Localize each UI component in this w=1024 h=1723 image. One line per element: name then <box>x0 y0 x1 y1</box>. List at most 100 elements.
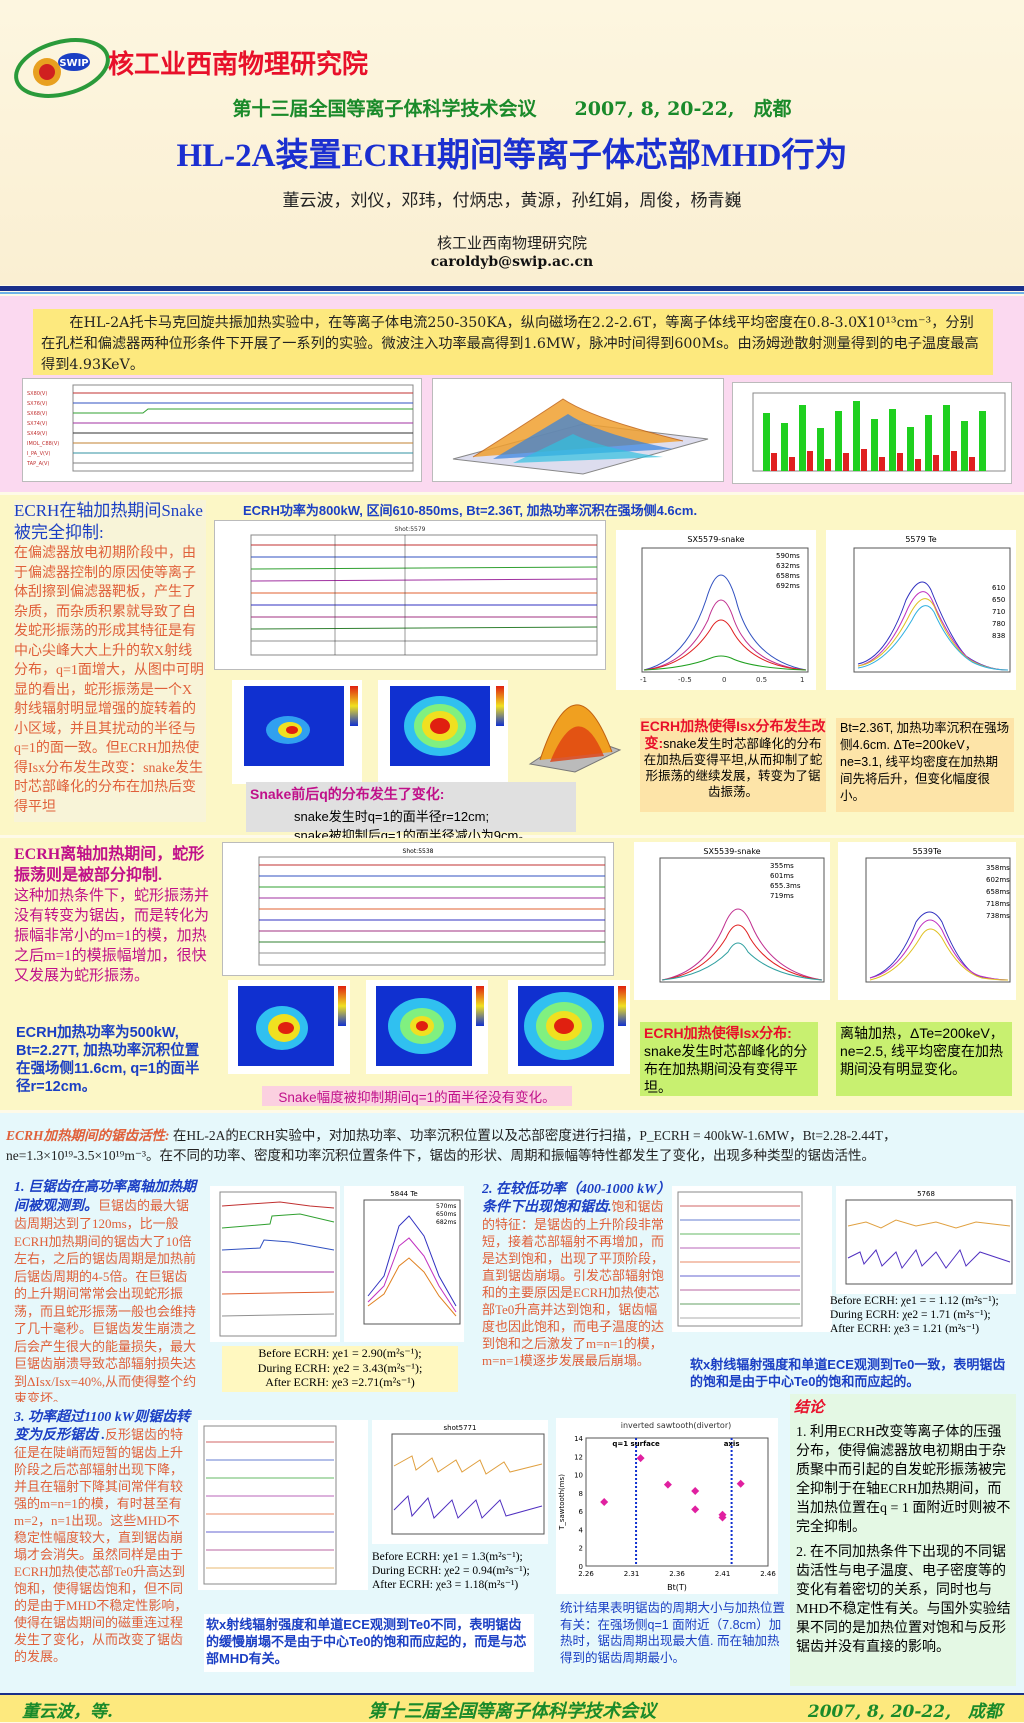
bt-params-box: Bt=2.36T, 加热功率沉积在强场侧4.6cm. ΔTe=200keV，ne… <box>836 718 1014 812</box>
off-axis-title: ECRH离轴加热期间，蛇形振荡则是被部分抑制. <box>14 846 205 884</box>
sx5539-profile-plot: SX5539-snake 355ms 601ms 655.3ms 719ms <box>634 842 830 1000</box>
sx-contour-before <box>232 680 362 784</box>
y-tick-label: 10 <box>574 1472 583 1480</box>
footer-date: 2007, 8, 20-22, 成都 <box>807 1702 1002 1722</box>
saturated-traces <box>672 1186 832 1332</box>
chi-during: During ECRH: χe2 = 3.43(m²s⁻¹); <box>257 1360 423 1375</box>
svg-text:SX68(V): SX68(V) <box>27 411 47 417</box>
svg-text:SX80(V): SX80(V) <box>27 391 47 397</box>
y-axis-label: T_sawtooth(ms) <box>558 1474 566 1531</box>
conference-line: 第十三届全国等离子体科学技术会议 2007, 8, 20-22, 成都 <box>232 98 792 120</box>
inverted-sawtooth-scatter: inverted sawtooth(divertor) 0 2 4 6 8 10 12 14 … <box>556 1418 778 1594</box>
annotation-label: q=1 surface <box>612 1440 660 1448</box>
svg-text:0: 0 <box>722 676 726 684</box>
signal-traces-panel: SX80(V) SX76(V) SX68(V) SX74(V) SX49(V) IMOL… <box>22 378 422 482</box>
sx5579-plot-title: SX5579-snake <box>687 535 744 544</box>
chi-before: Before ECRH: χe1 = = 1.12 (m²s⁻¹); <box>830 1295 999 1307</box>
sawtooth-intro-title: ECRH加热期间的锯齿活性: <box>6 1128 170 1143</box>
shot5538-traces: Shot:5538 <box>222 842 614 976</box>
data-point <box>691 1487 700 1496</box>
saturated-ece-plot: 5768 <box>836 1186 1016 1294</box>
y-tick-label: 14 <box>574 1435 583 1443</box>
shot5579-traces: Shot:5579 <box>214 520 606 670</box>
svg-text:SX49(V): SX49(V) <box>27 431 47 437</box>
swip-logo: SWIP <box>14 38 110 98</box>
off-axis-body: 这种加热条件下，蛇形振荡并没有转变为锯齿，而是转化为振幅非常小的m=1的模，加热… <box>14 888 210 984</box>
chi-before: Before ECRH: χe1 = 1.3(m²s⁻¹); <box>372 1551 523 1563</box>
legend-item: 355ms <box>770 862 794 870</box>
legend-item: 682ms <box>436 1219 456 1226</box>
shot5538-title: Shot:5538 <box>403 848 434 855</box>
chi-during: During ECRH: χe2 = 0.94(m²s⁻¹); <box>372 1565 530 1577</box>
te5579-plot-title: 5579 Te <box>905 535 936 544</box>
conclusion-2: 2. 在不同加热条件下出现的不同锯齿活性与电子温度、电子密度等的变化有着密切的关… <box>796 1545 1011 1655</box>
x-tick-label: 2.41 <box>715 1570 731 1578</box>
inverted-chi-box: Before ECRH: χe1 = 1.3(m²s⁻¹); During EC… <box>372 1550 548 1594</box>
scatter-caption: 统计结果表明锯齿的周期大小与加热位置有关：在强场侧q=1 面附近（7.8cm）加… <box>560 1601 786 1665</box>
on-axis-title: ECRH在轴加热期间Snake被完全抑制: <box>14 501 203 542</box>
data-point <box>736 1479 745 1488</box>
svg-text:SX76(V): SX76(V) <box>27 401 47 407</box>
conclusion-box: 结论 1. 利用ECRH改变等离子体的压强分布，使得偏滤器放电初期由于杂质聚中而… <box>790 1394 1016 1686</box>
sx-contour-off-2 <box>366 980 488 1074</box>
te5579-profile-plot: 5579 Te 610 650 710 780 838 <box>826 530 1016 690</box>
svg-text:-1: -1 <box>640 676 647 684</box>
svg-text:SX74(V): SX74(V) <box>27 421 47 427</box>
x-tick-label: 2.46 <box>760 1570 776 1578</box>
sawtooth-intro: ECRH加热期间的锯齿活性: 在HL-2A的ECRH实验中，对加热功率、功率沉积… <box>6 1126 1018 1166</box>
conclusion-1: 1. 利用ECRH改变等离子体的压强分布，使得偏滤器放电初期由于杂质聚中而引起的… <box>796 1425 1011 1535</box>
data-point <box>718 1513 727 1522</box>
legend-item: 570ms <box>436 1203 456 1210</box>
annotation-label: axis <box>724 1440 740 1448</box>
y-tick-label: 4 <box>579 1526 584 1534</box>
off-axis-banner: Snake幅度被抑制期间q=1的面半径没有变化。 <box>262 1086 572 1106</box>
giant-sawtooth-text: 1. 巨锯齿在高功率离轴加热期间被观测到。巨锯齿的最大锯齿周期达到了120ms，… <box>14 1178 200 1402</box>
legend-item: 601ms <box>770 872 794 880</box>
chi-before: Before ECRH: χe1 = 2.90(m²s⁻¹); <box>258 1346 422 1360</box>
legend-item: 358ms <box>986 864 1010 872</box>
abstract: 在HL-2A托卡马克回旋共振加热实验中，在等离子体电流250-350KA，纵向磁… <box>33 309 993 375</box>
legend-item: 632ms <box>776 562 800 570</box>
legend-item: 658ms <box>776 572 800 580</box>
data-point <box>636 1454 645 1463</box>
inverted-sawtooth-body: 反形锯齿的特征是在陡峭而短暂的锯齿上升阶段之后芯部辐射出现下降，并且在辐射下降其… <box>14 1427 188 1664</box>
legend-item: 710 <box>992 608 1005 616</box>
svg-text:0.5: 0.5 <box>756 676 767 684</box>
on-axis-banner: ECRH功率为800kW, 区间610-850ms, Bt=2.36T, 加热功… <box>243 503 698 518</box>
svg-text:-0.5: -0.5 <box>678 676 692 684</box>
legend-item: 655.3ms <box>770 882 801 890</box>
chart-title: inverted sawtooth(divertor) <box>621 1421 731 1430</box>
te5844-title: 5844 Te <box>390 1190 417 1198</box>
sx-contour-off-1 <box>228 980 350 1074</box>
saturated-caption: 软x射线辐射强度和单道ECE观测到Te0一致，表明锯齿的饱和是由于中心Te0的饱… <box>690 1357 1006 1389</box>
logo-text: SWIP <box>59 58 88 69</box>
shot5579-title: Shot:5579 <box>395 526 426 533</box>
email: caroldyb@swip.ac.cn <box>430 254 594 270</box>
institute-name: 核工业西南物理研究院 <box>108 50 369 80</box>
chi-after: After ECRH: χe3 = 1.21 (m²s⁻¹) <box>830 1323 980 1335</box>
footer-conference: 第十三届全国等离子体科学技术会议 <box>368 1701 656 1722</box>
affiliation: 核工业西南物理研究院 <box>436 234 587 252</box>
conclusion-title: 结论 <box>794 1400 825 1416</box>
y-tick-label: 0 <box>579 1563 583 1571</box>
snake-q-title: Snake前后q的分布发生了变化: <box>250 786 445 802</box>
te5539-plot-title: 5539Te <box>913 847 942 856</box>
footer-author: 董云波，等. <box>22 1702 113 1722</box>
sx5579-profile-plot: SX5579-snake 590ms 632ms 658ms 692ms -1 -… <box>616 530 816 690</box>
sx-contour-after <box>378 680 508 784</box>
saturated-sawtooth-body: 饱和锯齿的特征：是锯齿的上升阶段非常短，接着芯部辐射不再增加，而是达到饱和，出现… <box>482 1199 665 1368</box>
te5539-profile-plot: 5539Te 358ms 602ms 658ms 718ms 738ms <box>838 842 1016 1000</box>
x-tick-label: 2.26 <box>578 1570 594 1578</box>
giant-sawtooth-title: 1. 巨锯齿在高功率离轴加热期间被观测到。 <box>14 1180 196 1214</box>
off-axis-params-box: 离轴加热，ΔTe=200keV，ne=2.5, 线平均密度在加热期间没有明显变化… <box>836 1022 1012 1096</box>
legend-item: 718ms <box>986 900 1010 908</box>
y-tick-label: 12 <box>574 1453 583 1461</box>
saturated-sawtooth-title: 2. 在较低功率（400-1000 kW）条件下出现饱和锯齿. <box>482 1182 664 1215</box>
divider <box>0 286 1024 291</box>
bar-chart-panel <box>732 382 1012 484</box>
legend-item: 719ms <box>770 892 794 900</box>
sx-contour-off-3 <box>508 980 630 1074</box>
chi-after: After ECRH: χe3 = 1.18(m²s⁻¹) <box>372 1579 519 1591</box>
ecrh-isx-off-body: snake发生时芯部峰化的分布在加热期间没有变得平坦。 <box>644 1043 808 1095</box>
ecrh-isx-title: ECRH加热使得Isx分布发生改变: <box>640 718 826 751</box>
